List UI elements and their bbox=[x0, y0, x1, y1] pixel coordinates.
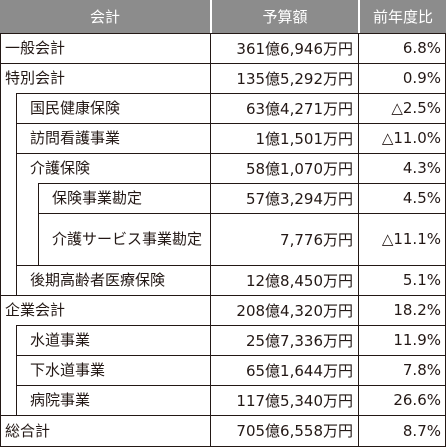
row-ratio: △2.5% bbox=[391, 99, 441, 117]
table-row: 水道事業 25億7,336万円 11.9% bbox=[0, 325, 446, 355]
table-row: 保険事業勘定 57億3,294万円 4.5% bbox=[0, 183, 446, 213]
row-name: 訪問看護事業 bbox=[30, 129, 121, 147]
table-row: 国民健康保険 63億4,271万円 △2.5% bbox=[0, 93, 446, 123]
row-budget: 1億1,501万円 bbox=[255, 129, 354, 148]
row-name: 国民健康保険 bbox=[30, 99, 121, 117]
row-budget: 57億3,294万円 bbox=[245, 189, 353, 208]
row-ratio: △11.0% bbox=[381, 129, 441, 147]
row-name: 介護サービス事業勘定 bbox=[52, 230, 203, 248]
row-budget: 58億1,070万円 bbox=[245, 159, 353, 178]
table-row: 特別会計 135億5,292万円 0.9% bbox=[0, 63, 446, 93]
table-row: 総合計 705億6,558万円 8.7% bbox=[0, 415, 446, 446]
row-budget: 7,776万円 bbox=[280, 230, 353, 249]
row-ratio: 26.6% bbox=[393, 391, 441, 409]
row-budget: 117億5,340万円 bbox=[236, 391, 353, 410]
row-name: 総合計 bbox=[5, 421, 51, 440]
row-budget: 63億4,271万円 bbox=[245, 99, 353, 118]
table-row: 介護保険 58億1,070万円 4.3% bbox=[0, 153, 446, 183]
row-ratio: △11.1% bbox=[381, 230, 441, 248]
row-name: 下水道事業 bbox=[30, 361, 106, 379]
row-ratio: 5.1% bbox=[402, 271, 441, 289]
row-name: 介護保険 bbox=[30, 159, 91, 177]
row-name: 企業会計 bbox=[5, 301, 66, 319]
row-ratio: 6.8% bbox=[402, 39, 441, 57]
table-row: 企業会計 208億4,320万円 18.2% bbox=[0, 295, 446, 325]
table-row: 下水道事業 65億1,644万円 7.8% bbox=[0, 355, 446, 385]
row-ratio: 4.3% bbox=[402, 159, 441, 177]
header-budget: 予算額 bbox=[212, 0, 358, 33]
row-ratio: 0.9% bbox=[402, 69, 441, 87]
row-budget: 25億7,336万円 bbox=[245, 331, 353, 350]
table-header: 会計 予算額 前年度比 bbox=[0, 0, 446, 33]
row-name: 水道事業 bbox=[30, 331, 91, 349]
row-budget: 361億6,946万円 bbox=[236, 39, 353, 58]
row-ratio: 18.2% bbox=[393, 301, 441, 319]
row-ratio: 7.8% bbox=[402, 361, 441, 379]
table-row: 後期高齢者医療保険 12億8,450万円 5.1% bbox=[0, 265, 446, 295]
row-name: 保険事業勘定 bbox=[52, 189, 143, 207]
row-name: 後期高齢者医療保険 bbox=[30, 271, 166, 289]
row-name: 特別会計 bbox=[5, 69, 66, 87]
table-row: 病院事業 117億5,340万円 26.6% bbox=[0, 385, 446, 415]
row-ratio: 11.9% bbox=[393, 331, 441, 349]
row-name: 一般会計 bbox=[5, 39, 66, 57]
row-name: 病院事業 bbox=[30, 391, 91, 409]
header-account: 会計 bbox=[0, 0, 210, 33]
row-budget: 208億4,320万円 bbox=[236, 301, 353, 320]
table-row: 一般会計 361億6,946万円 6.8% bbox=[0, 33, 446, 63]
table-row: 訪問看護事業 1億1,501万円 △11.0% bbox=[0, 123, 446, 153]
row-ratio: 8.7% bbox=[402, 421, 441, 440]
row-ratio: 4.5% bbox=[402, 189, 441, 207]
table-row: 介護サービス事業勘定 7,776万円 △11.1% bbox=[0, 213, 446, 265]
row-budget: 135億5,292万円 bbox=[236, 69, 353, 88]
row-budget: 65億1,644万円 bbox=[245, 361, 353, 380]
row-budget: 705億6,558万円 bbox=[236, 422, 353, 440]
header-yoy-ratio: 前年度比 bbox=[360, 0, 446, 33]
row-budget: 12億8,450万円 bbox=[245, 271, 353, 290]
